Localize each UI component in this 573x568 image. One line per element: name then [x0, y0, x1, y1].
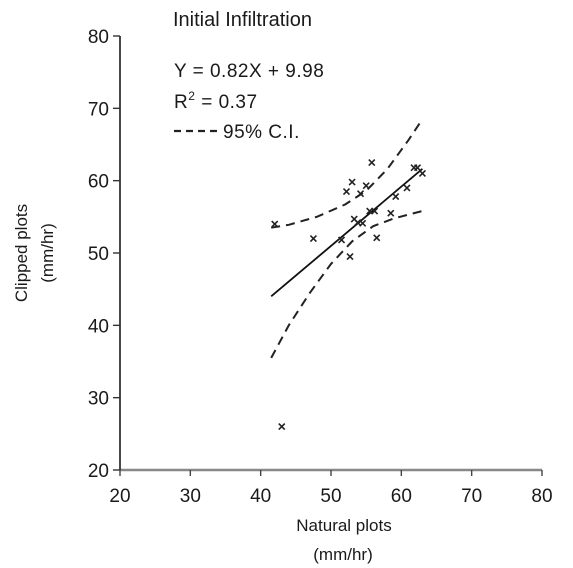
data-point: [342, 187, 351, 196]
data-point: [371, 207, 379, 215]
data-point: [309, 234, 317, 243]
x-tick-label: 60: [391, 486, 412, 507]
ci-upper-line: [271, 118, 424, 229]
r-squared-prefix: R: [174, 92, 188, 113]
x-tick-label: 30: [180, 486, 201, 507]
data-point: [348, 178, 356, 186]
x-axis-units: (mm/hr): [313, 545, 372, 564]
x-tick-label: 80: [531, 486, 552, 507]
regression-equation: Y = 0.82X + 9.98: [174, 61, 324, 82]
data-point: [418, 169, 426, 177]
x-tick-label: 50: [320, 486, 341, 507]
regression-line: [270, 168, 424, 298]
data-point: [278, 423, 286, 431]
data-point: [403, 184, 411, 192]
data-point: [392, 193, 400, 201]
y-axis-units: (mm/hr): [38, 223, 57, 282]
data-point: [271, 220, 279, 228]
data-point: [337, 236, 346, 244]
data-point: [373, 234, 381, 242]
data-point: [346, 253, 354, 261]
y-tick-label: 40: [88, 316, 109, 337]
y-axis-title: Clipped plots: [12, 204, 31, 302]
data-point: [356, 190, 365, 198]
data-point: [359, 219, 367, 227]
y-tick-label: 30: [88, 389, 109, 410]
x-tick-label: 40: [250, 486, 271, 507]
confidence-interval-lines: [270, 118, 424, 359]
r-squared-value: = 0.37: [195, 92, 257, 113]
y-tick-label: 50: [88, 244, 109, 265]
y-tick-label: 70: [88, 99, 109, 120]
x-axis-title: Natural plots: [296, 516, 391, 535]
x-tick-label: 70: [461, 486, 482, 507]
ci-lower-line: [270, 210, 423, 359]
data-point: [368, 159, 376, 167]
y-tick-label: 80: [88, 27, 109, 48]
data-point: [387, 209, 395, 217]
y-tick-label: 20: [88, 461, 109, 482]
r-squared-superscript: 2: [188, 89, 195, 103]
ci-legend-label: 95% C.I.: [223, 122, 300, 143]
x-tick-label: 20: [109, 486, 130, 507]
ticks: 20 30 40 50 60 70 80 20 30 40 50 60 70 80: [88, 27, 553, 507]
data-point: [362, 182, 370, 190]
y-tick-label: 60: [88, 172, 109, 193]
data-point: [413, 164, 422, 172]
chart-title: Initial Infiltration: [173, 9, 312, 31]
regression-line-group: [270, 168, 424, 298]
r-squared-label: R2 = 0.37: [174, 89, 258, 113]
data-points: [271, 159, 426, 431]
